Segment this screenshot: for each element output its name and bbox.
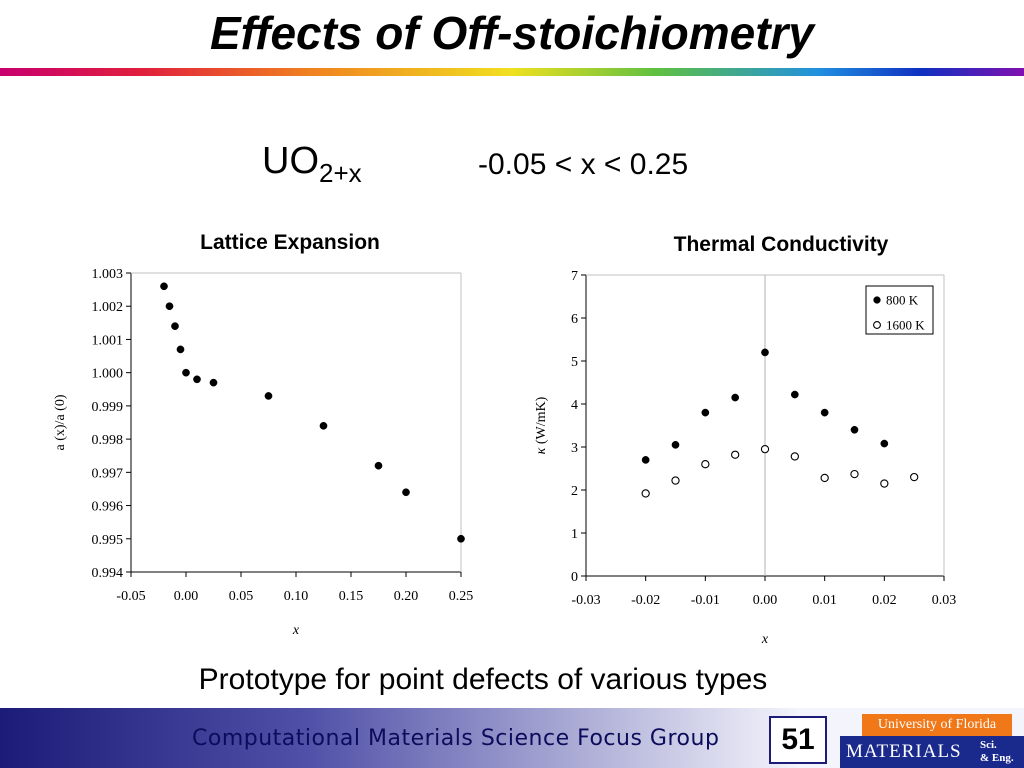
y-tick-label: 1.002 [92, 300, 124, 315]
title-divider [0, 68, 1024, 76]
legend-marker-series-2 [873, 321, 881, 329]
legend-label-series-2: 1600 K [886, 318, 925, 333]
y-tick-label: 1.001 [92, 333, 124, 348]
formula-base: UO [262, 140, 319, 182]
data-point-series-2 [910, 472, 919, 482]
x-tick-label: 0.25 [449, 589, 474, 604]
data-point-series-1 [160, 282, 168, 291]
x-axis-label: x [761, 632, 769, 647]
slide-caption: Prototype for point defects of various t… [198, 663, 768, 696]
y-tick-label: 0.994 [92, 566, 124, 581]
x-tick-label: -0.03 [571, 593, 600, 608]
stoichiometry-range: -0.05 < x < 0.25 [478, 148, 689, 181]
data-point-series-1 [193, 375, 201, 384]
x-tick-label: 0.00 [174, 589, 199, 604]
data-point-series-2 [731, 450, 740, 459]
y-tick-label: 1.000 [92, 367, 124, 382]
data-point-series-2 [671, 476, 680, 485]
data-point-series-1 [850, 425, 859, 434]
data-point-series-2 [790, 452, 799, 461]
x-tick-label: 0.15 [339, 589, 364, 604]
data-point-series-1 [820, 408, 829, 417]
logo-materials-block: MATERIALS Sci. & Eng. [840, 736, 1024, 768]
page-number: 51 [769, 716, 827, 764]
data-point-series-1 [319, 421, 328, 430]
x-tick-label: 0.00 [753, 593, 778, 608]
x-tick-label: 0.05 [229, 589, 254, 604]
y-tick-label: 4 [571, 398, 578, 413]
data-point-series-1 [171, 322, 179, 331]
y-tick-label: 1.003 [92, 267, 124, 282]
data-point-series-1 [182, 368, 190, 377]
x-tick-label: -0.01 [691, 593, 720, 608]
y-tick-label: 0.996 [92, 500, 124, 515]
y-tick-label: 7 [571, 269, 578, 284]
logo-sci-eng: Sci. & Eng. [980, 739, 1014, 765]
uf-materials-logo: University of Florida MATERIALS Sci. & En… [840, 712, 1024, 768]
logo-materials-text: MATERIALS [846, 741, 962, 762]
data-point-series-1 [209, 378, 218, 387]
legend-marker-series-1 [873, 296, 881, 304]
x-axis-label: x [292, 623, 300, 638]
footer-bar: Computational Materials Science Focus Gr… [0, 708, 1024, 768]
slide-title: Effects of Off-stoichiometry [209, 7, 815, 59]
legend-label-series-1: 800 K [886, 293, 919, 308]
y-tick-label: 6 [571, 312, 578, 327]
data-point-series-1 [457, 534, 465, 543]
y-tick-label: 2 [571, 484, 578, 499]
y-tick-label: 0.998 [92, 433, 124, 448]
data-point-series-1 [731, 393, 740, 402]
y-axis-label: κ (W/mK) [534, 396, 549, 454]
data-point-series-1 [176, 345, 185, 354]
x-tick-label: 0.02 [872, 593, 897, 608]
logo-university-name: University of Florida [862, 714, 1012, 736]
y-tick-label: 3 [571, 441, 578, 456]
data-point-series-2 [641, 489, 650, 498]
formula-subscript: 2+x [319, 158, 362, 188]
x-tick-label: -0.02 [631, 593, 660, 608]
data-point-series-1 [761, 348, 769, 357]
x-tick-label: 0.03 [932, 593, 957, 608]
data-point-series-1 [641, 456, 650, 464]
data-point-series-1 [671, 441, 680, 449]
logo-sci: Sci. [980, 739, 997, 751]
x-tick-label: 0.10 [284, 589, 309, 604]
y-tick-label: 0.995 [92, 533, 124, 548]
data-point-series-2 [820, 473, 829, 483]
data-point-series-2 [880, 479, 889, 488]
data-point-series-1 [264, 392, 273, 400]
x-tick-label: -0.05 [116, 589, 145, 604]
y-tick-label: 0 [571, 570, 578, 585]
data-point-series-2 [760, 444, 770, 454]
footer-group-name: Computational Materials Science Focus Gr… [192, 726, 720, 751]
chart-title: Lattice Expansion [200, 231, 380, 254]
y-tick-label: 0.999 [92, 400, 124, 415]
logo-eng: & Eng. [980, 752, 1014, 764]
y-tick-label: 1 [571, 527, 578, 542]
y-axis-label: a (x)/a (0) [53, 394, 68, 450]
data-point-series-1 [374, 461, 383, 470]
data-point-series-1 [880, 439, 889, 448]
data-point-series-1 [402, 488, 410, 497]
x-tick-label: 0.01 [812, 593, 837, 608]
chart-title: Thermal Conductivity [674, 233, 889, 256]
y-tick-label: 0.997 [92, 466, 124, 481]
y-tick-label: 5 [571, 355, 578, 370]
data-point-series-2 [850, 469, 859, 479]
x-tick-label: 0.20 [394, 589, 419, 604]
data-point-series-1 [701, 408, 710, 417]
data-point-series-1 [790, 390, 799, 399]
formula: UO2+x [262, 140, 362, 189]
data-point-series-2 [701, 460, 710, 469]
data-point-series-1 [165, 302, 174, 311]
